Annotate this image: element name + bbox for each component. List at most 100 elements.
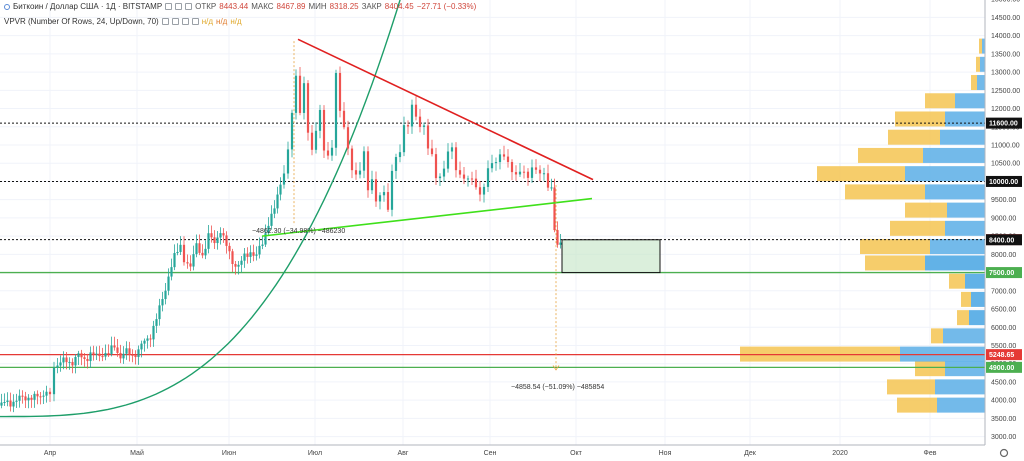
candle-body [494, 162, 498, 164]
indicator-title[interactable]: VPVR (Number Of Rows, 24, Up/Down, 70) [4, 17, 159, 26]
candle-body [346, 127, 350, 149]
open-label: ОТКР [195, 2, 217, 11]
candle-body [36, 393, 39, 397]
candle-body [450, 147, 454, 152]
candle-body [530, 167, 534, 178]
horizontal-levels [0, 122, 985, 368]
candle-body [273, 208, 276, 214]
axis-settings-icon[interactable] [999, 448, 1009, 458]
price-tick-label: 12000.00 [991, 106, 1020, 113]
time-axis-bg [0, 445, 1024, 461]
price-tick-label: 7000.00 [991, 288, 1016, 295]
close-label: ЗАКР [361, 2, 382, 11]
volume-bar-down [897, 397, 937, 413]
volume-bar-down [949, 273, 965, 289]
candle-body [510, 162, 514, 173]
candle-body [406, 125, 410, 127]
volume-bar-up [980, 56, 985, 72]
candle-body [270, 213, 273, 226]
candle-body [458, 170, 462, 175]
volume-bar-down [979, 38, 982, 54]
candle-body [486, 168, 490, 187]
indicator-close-icon[interactable] [181, 18, 189, 25]
time-tick-label: Май [130, 449, 144, 457]
candle-body [149, 338, 152, 340]
candle-body [119, 352, 122, 359]
candle-body [101, 356, 104, 358]
candle-body [210, 233, 213, 238]
price-tick-label: 6500.00 [991, 307, 1016, 314]
volume-bar-up [945, 111, 985, 127]
candle-body [243, 253, 246, 261]
symbol-dot-icon[interactable] [4, 3, 10, 10]
candle-body [56, 365, 59, 368]
indicator-visibility-icon[interactable] [161, 18, 169, 25]
price-tag [986, 234, 1022, 246]
time-tick-label: Июл [308, 450, 322, 457]
volume-bar-up [945, 361, 985, 377]
candle-body [462, 174, 466, 179]
parabola-line [0, 0, 401, 418]
candle-body [294, 75, 298, 113]
candle-body [21, 395, 24, 397]
candle-body [68, 361, 71, 363]
candle-body [330, 147, 334, 156]
volume-bar-down [976, 56, 980, 72]
close-icon[interactable] [185, 3, 193, 10]
support-line [261, 197, 593, 237]
candle-body [382, 192, 386, 196]
candle-body [33, 393, 36, 400]
time-tick-label: Окт [570, 450, 583, 457]
candle-body [342, 110, 346, 128]
indicator-settings-icon[interactable] [171, 18, 179, 25]
candle-body [282, 173, 286, 185]
candle-body [95, 353, 98, 355]
candle-body [225, 235, 228, 246]
candle-body [482, 186, 486, 195]
price-tick-label: 6000.00 [991, 325, 1016, 332]
candle-body [125, 348, 128, 354]
time-tick-label: Сен [484, 450, 497, 457]
candle-body [186, 262, 189, 264]
price-tag-label: 4900.00 [989, 365, 1014, 372]
candle-body [15, 400, 18, 402]
volume-bar-up [925, 184, 985, 200]
candle-body [107, 353, 110, 355]
candle-body [258, 245, 261, 255]
candle-body [158, 305, 161, 320]
candle-body [310, 132, 314, 150]
annotations: −4862.30 (−34.98%) −486230 −4858.54 (−51.… [252, 41, 661, 391]
candle-body [249, 252, 252, 257]
symbol-title[interactable]: Биткоин / Доллар США · 1Д · BITSTAMP [13, 2, 163, 11]
price-tick-label: 9500.00 [991, 197, 1016, 204]
price-tag-label: 5248.65 [989, 352, 1014, 359]
candle-body [279, 184, 282, 195]
price-tick-label: 13500.00 [991, 51, 1020, 58]
candle-body [204, 248, 207, 256]
candle-body [478, 187, 482, 195]
volume-bar-down [905, 202, 947, 218]
candle-body [198, 243, 201, 253]
candle-body [390, 170, 394, 210]
candle-body [414, 104, 418, 117]
candle-body [59, 362, 62, 366]
candle-body [470, 178, 474, 180]
candle-body [155, 319, 158, 326]
indicator-value-1: н/д [201, 17, 214, 26]
price-tag [986, 175, 1022, 187]
price-tag-label: 7500.00 [989, 270, 1014, 277]
candle-body [394, 157, 398, 171]
candle-body [222, 233, 225, 236]
indicator-more-icon[interactable] [191, 18, 199, 25]
price-tag-label: 10000.00 [989, 179, 1018, 186]
settings-icon[interactable] [175, 3, 183, 10]
visibility-icon[interactable] [165, 3, 173, 10]
candle-body [213, 237, 216, 244]
candle-body [77, 353, 80, 358]
candlestick-series [0, 66, 562, 413]
candle-body [350, 148, 354, 171]
volume-bar-up [943, 328, 985, 344]
candle-body [559, 242, 562, 245]
candle-body [550, 187, 553, 189]
